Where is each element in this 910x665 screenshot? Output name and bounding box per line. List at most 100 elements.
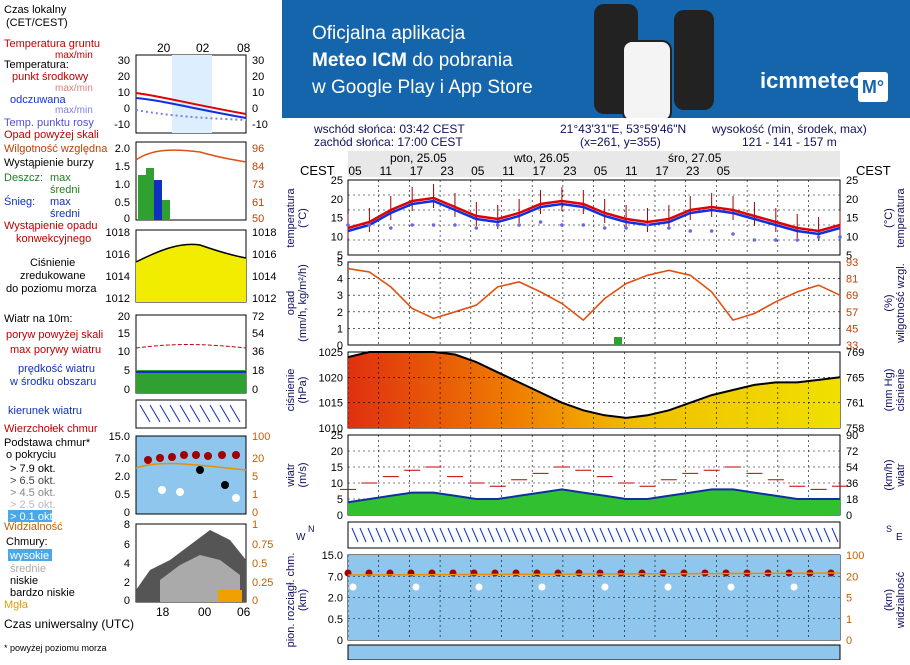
- legend-snow: Śnieg:: [4, 195, 35, 208]
- dew-point: [517, 223, 521, 227]
- cloud-base-dot: [790, 583, 798, 591]
- legend-pressure-tick: 1018: [106, 227, 130, 239]
- legend-humidity-tick: 73: [252, 179, 264, 191]
- wind-arrow: [399, 527, 407, 543]
- legend-rain: Deszcz:: [4, 172, 43, 184]
- legend-gust-max: max porywy wiatru: [10, 344, 101, 356]
- legend-visibility: Widzialność: [4, 521, 63, 533]
- tick-label: 57: [846, 307, 858, 319]
- wind-arrow: [655, 527, 663, 543]
- wind-arrow: [735, 527, 743, 543]
- tick-label: 15: [331, 462, 343, 474]
- tick-label: 25: [846, 175, 858, 187]
- wind-arrow: [567, 527, 575, 543]
- axis-label: ciśnienie: [285, 369, 297, 412]
- axis-label: temperatura: [285, 187, 297, 247]
- legend-top-tick: 08: [237, 41, 251, 55]
- tick-label: 10: [331, 231, 343, 243]
- wind-arrow: [759, 527, 767, 543]
- tick-label: 2.0: [328, 593, 343, 605]
- wind-arrow: [687, 527, 695, 543]
- cloud-base-dot: [601, 583, 609, 591]
- compass-label: W: [296, 532, 306, 543]
- pressure-panel: 1025 1020 1015 1010 769 765 761 758: [319, 347, 865, 435]
- legend-temp-tick-r: 10: [252, 87, 264, 99]
- wind-arrow: [455, 527, 463, 543]
- wind-arrow: [351, 527, 359, 543]
- wind-arrow: [479, 527, 487, 543]
- tick-label: 93: [846, 257, 858, 269]
- wind-arrow: [391, 527, 399, 543]
- legend-cl-low: niskie: [10, 575, 38, 587]
- legend-pressure2: zredukowane: [20, 270, 85, 282]
- legend-precip-occurrence: Wystąpienie opadu: [4, 220, 97, 232]
- legend-pressure-tick: 1016: [106, 249, 130, 261]
- wind-direction-panel: [347, 521, 841, 549]
- wind-arrow: [543, 527, 551, 543]
- legend-dew-line: [135, 109, 247, 121]
- axis-label: (km): [297, 589, 309, 611]
- wind-arrow: [719, 527, 727, 543]
- legend-precip-tick: 1.5: [115, 161, 130, 173]
- legend-storm: Wystąpienie burzy: [4, 157, 94, 169]
- wind-arrow: [623, 527, 631, 543]
- coordinates: 21°43'31"E, 53°59'46"N: [560, 122, 687, 136]
- legend-visibility-tick: 0: [252, 507, 258, 519]
- legend-clouds: Chmury:: [6, 536, 48, 548]
- legend-cloud-tick: 15.0: [109, 431, 130, 443]
- wind-arrow: [551, 527, 559, 543]
- sunset: zachód słońca: 17:00 CEST: [314, 135, 463, 149]
- wind-arrow: [559, 527, 567, 543]
- hour-label: 05: [471, 164, 485, 178]
- timezone-right: CEST: [856, 163, 891, 178]
- wind-arrow: [615, 527, 623, 543]
- panel-frame: [347, 261, 841, 346]
- wind-arrow: [463, 527, 471, 543]
- elevation-values: 121 - 141 - 157 m: [742, 135, 837, 149]
- legend-wind-tick-r: 72: [252, 311, 264, 323]
- wind-arrow: [519, 527, 527, 543]
- axis-label: (m/s): [297, 462, 309, 487]
- dew-point: [645, 223, 650, 227]
- tick-label: 0: [337, 340, 343, 352]
- hour-label: 23: [563, 164, 577, 178]
- app-banner[interactable]: Oficjalna aplikacja Meteo ICM do pobrani…: [282, 0, 910, 118]
- wind-area: [348, 489, 840, 515]
- tick-label: 0: [337, 510, 343, 522]
- legend-cl-tick: 8: [124, 519, 130, 531]
- cloud-top-dot: [470, 569, 478, 577]
- legend-okt-2: > 6.5 okt.: [10, 475, 56, 487]
- wind-arrow: [375, 527, 383, 543]
- cloud-top-dot: [638, 569, 646, 577]
- cloud-base-dot: [349, 583, 357, 591]
- dew-point: [602, 226, 607, 230]
- dew-point: [795, 238, 800, 242]
- legend-rain-bar: [162, 200, 170, 220]
- wind-arrow: [431, 527, 439, 543]
- tick-label: 5: [337, 257, 343, 269]
- legend-convective: konwekcyjnego: [16, 233, 91, 245]
- axis-label: (mm Hg): [883, 369, 895, 412]
- hour-label: 17: [655, 164, 669, 178]
- axis-label: (mm/h, kg/m²/h): [297, 264, 309, 342]
- legend-gust-line: [135, 344, 247, 349]
- legend-rain-bar: [138, 175, 146, 220]
- legend-pressure1: Ciśnienie: [30, 257, 75, 269]
- wind-arrow: [823, 527, 831, 543]
- dew-point: [688, 229, 693, 233]
- legend-felt: odczuwana: [10, 94, 67, 106]
- legend-okt-1: > 7.9 okt.: [10, 463, 56, 475]
- legend-precip-tick: 1.0: [115, 179, 130, 191]
- legend-temp-tick-r: 20: [252, 71, 264, 83]
- legend-pressure-area: [136, 244, 246, 302]
- legend-fog-tick: 1: [252, 519, 258, 531]
- panel-frame: [347, 179, 841, 256]
- legend-cloud-tick: 0.5: [115, 489, 130, 501]
- tick-label: 1025: [319, 347, 343, 359]
- axis-labels: temperatura (°C) temperatura(°C)opad (mm/h,…: [285, 187, 907, 647]
- hour-label: 05: [348, 164, 362, 178]
- sunrise: wschód słońca: 03:42 CEST: [314, 122, 465, 136]
- tick-label: 2: [337, 307, 343, 319]
- legend-precip-above: Opad powyżej skali: [4, 129, 99, 141]
